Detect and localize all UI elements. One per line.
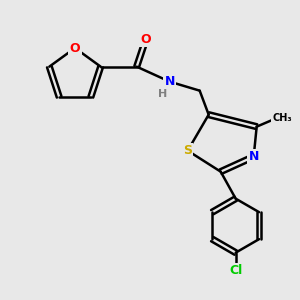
Text: N: N — [248, 150, 259, 163]
Text: N: N — [164, 75, 175, 88]
Text: S: S — [183, 144, 192, 157]
Text: O: O — [70, 41, 80, 55]
Text: H: H — [158, 89, 167, 99]
Text: Cl: Cl — [229, 264, 242, 277]
Text: CH₃: CH₃ — [272, 113, 292, 123]
Text: O: O — [140, 33, 151, 46]
